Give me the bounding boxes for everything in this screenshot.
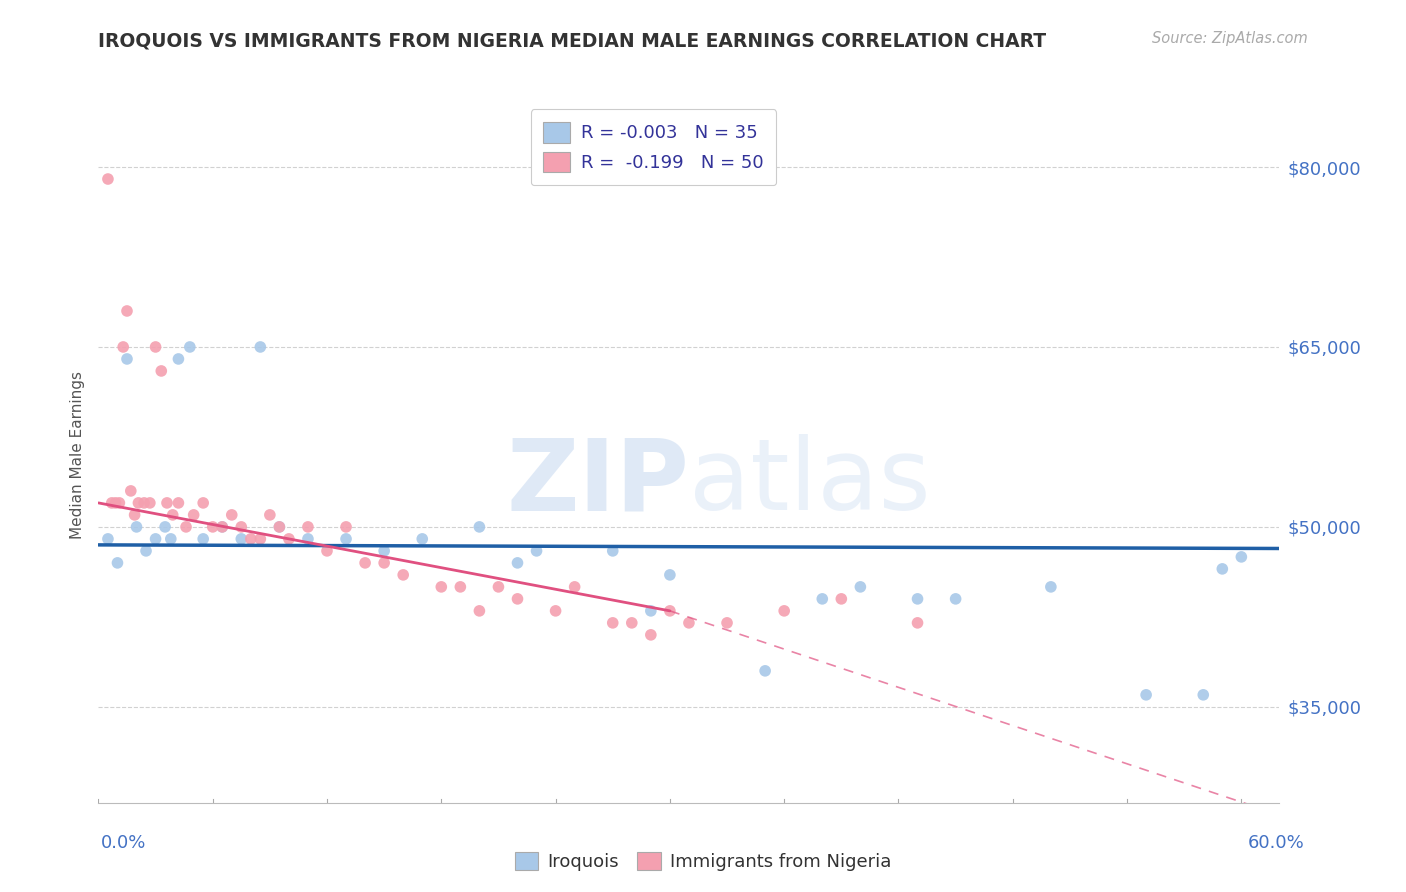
Point	[658, 567, 681, 582]
Point	[658, 604, 681, 618]
Y-axis label: Median Male Earnings: Median Male Earnings	[70, 371, 86, 539]
Point	[167, 496, 190, 510]
Point	[134, 496, 156, 510]
Point	[678, 615, 700, 630]
Point	[124, 508, 146, 522]
Point	[269, 520, 291, 534]
Point	[277, 532, 299, 546]
Point	[150, 364, 173, 378]
Legend: Iroquois, Immigrants from Nigeria: Iroquois, Immigrants from Nigeria	[508, 845, 898, 879]
Point	[392, 567, 415, 582]
Point	[115, 351, 138, 366]
Point	[488, 580, 510, 594]
Point	[411, 532, 433, 546]
Point	[449, 580, 471, 594]
Point	[112, 340, 135, 354]
Text: ZIP: ZIP	[506, 434, 689, 532]
Text: Source: ZipAtlas.com: Source: ZipAtlas.com	[1152, 31, 1308, 46]
Point	[602, 615, 624, 630]
Point	[145, 532, 167, 546]
Point	[773, 604, 796, 618]
Point	[153, 520, 176, 534]
Point	[430, 580, 453, 594]
Point	[544, 604, 567, 618]
Point	[193, 496, 215, 510]
Point	[174, 520, 197, 534]
Point	[849, 580, 872, 594]
Point	[211, 520, 233, 534]
Point	[127, 496, 149, 510]
Point	[373, 556, 395, 570]
Point	[100, 496, 122, 510]
Point	[193, 532, 215, 546]
Point	[179, 340, 201, 354]
Point	[506, 591, 529, 606]
Point	[167, 351, 190, 366]
Point	[1192, 688, 1215, 702]
Point	[716, 615, 738, 630]
Point	[249, 340, 271, 354]
Point	[135, 544, 157, 558]
Point	[139, 496, 162, 510]
Point	[526, 544, 548, 558]
Point	[907, 615, 929, 630]
Text: 60.0%: 60.0%	[1249, 834, 1305, 852]
Point	[506, 556, 529, 570]
Point	[183, 508, 205, 522]
Point	[640, 628, 662, 642]
Point	[120, 483, 142, 498]
Point	[297, 520, 319, 534]
Point	[125, 520, 148, 534]
Point	[97, 172, 120, 186]
Point	[335, 520, 357, 534]
Point	[145, 340, 167, 354]
Point	[297, 532, 319, 546]
Point	[335, 532, 357, 546]
Text: 0.0%: 0.0%	[101, 834, 146, 852]
Point	[468, 604, 491, 618]
Point	[156, 496, 179, 510]
Point	[945, 591, 967, 606]
Point	[249, 532, 271, 546]
Point	[159, 532, 181, 546]
Point	[97, 532, 120, 546]
Point	[754, 664, 776, 678]
Point	[830, 591, 852, 606]
Point	[468, 520, 491, 534]
Point	[239, 532, 262, 546]
Point	[259, 508, 281, 522]
Point	[221, 508, 243, 522]
Point	[354, 556, 377, 570]
Point	[269, 520, 291, 534]
Point	[1039, 580, 1062, 594]
Point	[1211, 562, 1233, 576]
Point	[811, 591, 834, 606]
Point	[564, 580, 586, 594]
Point	[115, 304, 138, 318]
Point	[602, 544, 624, 558]
Point	[107, 556, 129, 570]
Point	[316, 544, 339, 558]
Point	[231, 532, 253, 546]
Text: IROQUOIS VS IMMIGRANTS FROM NIGERIA MEDIAN MALE EARNINGS CORRELATION CHART: IROQUOIS VS IMMIGRANTS FROM NIGERIA MEDI…	[98, 31, 1046, 50]
Point	[640, 604, 662, 618]
Point	[162, 508, 184, 522]
Point	[373, 544, 395, 558]
Point	[907, 591, 929, 606]
Point	[211, 520, 233, 534]
Point	[201, 520, 224, 534]
Point	[620, 615, 643, 630]
Text: atlas: atlas	[689, 434, 931, 532]
Point	[1230, 549, 1253, 564]
Legend: R = -0.003   N = 35, R =  -0.199   N = 50: R = -0.003 N = 35, R = -0.199 N = 50	[530, 109, 776, 186]
Point	[108, 496, 131, 510]
Point	[231, 520, 253, 534]
Point	[1135, 688, 1157, 702]
Point	[104, 496, 127, 510]
